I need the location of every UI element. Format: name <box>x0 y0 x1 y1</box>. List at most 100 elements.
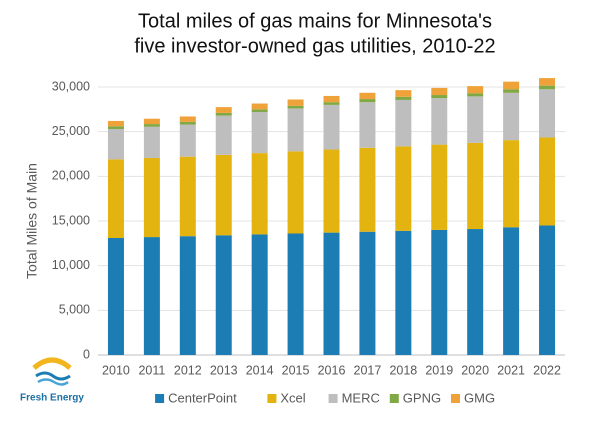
chart-title: five investor-owned gas utilities, 2010-… <box>134 35 495 57</box>
bar-segment <box>431 95 448 99</box>
bar-segment <box>431 98 448 145</box>
logo-text: Fresh Energy <box>20 393 84 404</box>
bar-segment <box>323 95 340 103</box>
bar-segment <box>503 140 520 228</box>
bar-segment <box>215 112 232 116</box>
bar-segment <box>359 231 376 355</box>
bar-segment <box>251 112 268 154</box>
logo-wave <box>37 378 69 386</box>
bar-segment <box>467 142 484 230</box>
bar-segment <box>467 93 484 97</box>
bar-segment <box>323 232 340 355</box>
bar-segment <box>395 230 412 355</box>
bar-segment <box>503 92 520 141</box>
x-tick-label: 2013 <box>210 363 238 377</box>
bar-segment <box>107 237 124 355</box>
bar-segment <box>467 86 484 94</box>
bar-segment <box>251 234 268 355</box>
legend-label: GMG <box>464 390 495 405</box>
bar-segment <box>107 159 124 238</box>
bar-segment <box>287 105 304 109</box>
bar-segment <box>179 236 196 355</box>
bar-segment <box>179 116 196 122</box>
legend-swatch <box>267 394 277 403</box>
bar-segment <box>215 235 232 355</box>
bar-segment <box>287 99 304 106</box>
logo: Fresh Energy <box>20 357 84 404</box>
bar-segment <box>179 121 196 125</box>
x-tick-label: 2020 <box>461 363 489 377</box>
x-tick-label: 2016 <box>318 363 346 377</box>
y-tick-label: 20,000 <box>52 169 90 183</box>
bar-segment <box>251 109 268 113</box>
x-tick-label: 2012 <box>174 363 202 377</box>
logo-wave <box>35 371 71 381</box>
x-tick-label: 2017 <box>354 363 382 377</box>
y-tick-label: 30,000 <box>52 79 90 93</box>
bar-segment <box>503 227 520 355</box>
x-tick-label: 2019 <box>425 363 453 377</box>
bar-segment <box>215 115 232 155</box>
logo-arc <box>32 357 72 370</box>
bar-segment <box>143 118 160 125</box>
legend-label: MERC <box>342 390 380 405</box>
bar-segment <box>359 102 376 148</box>
bar-segment <box>107 126 124 129</box>
bar-segment <box>143 158 160 238</box>
bar-segment <box>395 96 412 100</box>
legend-swatch <box>328 394 338 403</box>
bar-segment <box>107 120 124 127</box>
bar-segment <box>143 126 160 159</box>
legend-label: Xcel <box>280 390 305 405</box>
bar-segment <box>431 144 448 230</box>
y-tick-label: 0 <box>83 347 90 361</box>
bar-segment <box>539 85 556 90</box>
bar-segment <box>359 92 376 100</box>
bar-segment <box>503 89 520 93</box>
bar-segment <box>323 149 340 233</box>
chart-title: Total miles of gas mains for Minnesota's <box>138 10 492 32</box>
bar-segment <box>395 99 412 147</box>
bar-segment <box>539 225 556 355</box>
legend-label: GPNG <box>403 390 441 405</box>
bar-segment <box>215 154 232 236</box>
legend-swatch <box>389 394 399 403</box>
bar-segment <box>359 99 376 103</box>
bar-segment <box>251 103 268 110</box>
x-tick-label: 2011 <box>138 363 165 377</box>
bar-segment <box>251 153 268 235</box>
bar-segment <box>539 89 556 138</box>
bar-segment <box>107 128 124 160</box>
bar-segment <box>287 151 304 234</box>
bar-segment <box>539 78 556 86</box>
bar-segment <box>539 137 556 226</box>
legend-label: CenterPoint <box>168 390 237 405</box>
bar-segment <box>395 146 412 231</box>
y-tick-label: 5,000 <box>59 303 90 317</box>
x-tick-label: 2022 <box>533 363 561 377</box>
bar-segment <box>395 90 412 97</box>
bar-segment <box>287 108 304 152</box>
bar-segment <box>503 81 520 90</box>
legend-swatch <box>155 394 165 403</box>
bar-segment <box>431 87 448 96</box>
x-tick-label: 2018 <box>389 363 417 377</box>
bar-segment <box>179 156 196 237</box>
y-tick-label: 15,000 <box>52 213 90 227</box>
y-tick-label: 10,000 <box>52 258 90 272</box>
legend-swatch <box>451 394 460 403</box>
y-axis-label: Total Miles of Main <box>24 163 40 279</box>
bar-segment <box>323 102 340 105</box>
bar-segment <box>467 229 484 355</box>
x-tick-label: 2021 <box>497 363 525 377</box>
bar-segment <box>467 96 484 143</box>
y-tick-label: 25,000 <box>52 124 90 138</box>
x-tick-label: 2014 <box>246 363 274 377</box>
bar-segment <box>431 229 448 355</box>
bar-segment <box>323 104 340 150</box>
bar-segment <box>287 233 304 355</box>
bar-segment <box>359 147 376 232</box>
bar-segment <box>143 124 160 127</box>
bar-segment <box>179 124 196 157</box>
